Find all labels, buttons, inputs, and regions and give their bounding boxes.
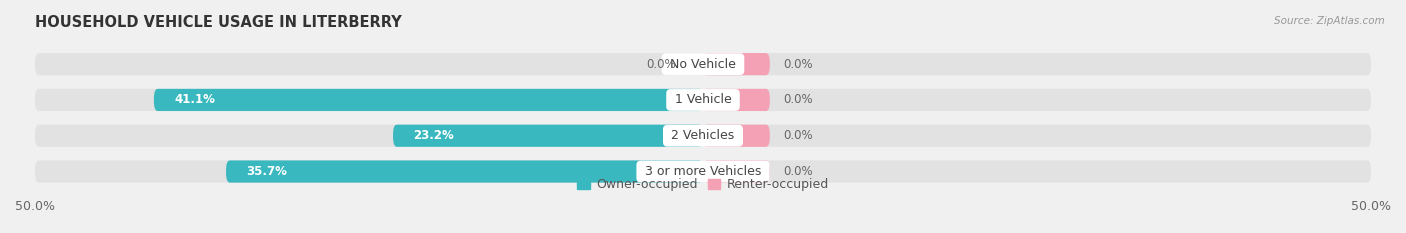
Text: 0.0%: 0.0% xyxy=(783,58,813,71)
Text: HOUSEHOLD VEHICLE USAGE IN LITERBERRY: HOUSEHOLD VEHICLE USAGE IN LITERBERRY xyxy=(35,15,402,30)
Text: 3 or more Vehicles: 3 or more Vehicles xyxy=(641,165,765,178)
FancyBboxPatch shape xyxy=(703,89,770,111)
Legend: Owner-occupied, Renter-occupied: Owner-occupied, Renter-occupied xyxy=(572,173,834,196)
FancyBboxPatch shape xyxy=(35,89,1371,111)
Text: 0.0%: 0.0% xyxy=(783,129,813,142)
FancyBboxPatch shape xyxy=(703,53,770,75)
Text: 1 Vehicle: 1 Vehicle xyxy=(671,93,735,106)
Text: 41.1%: 41.1% xyxy=(174,93,215,106)
FancyBboxPatch shape xyxy=(703,125,770,147)
FancyBboxPatch shape xyxy=(703,161,770,183)
Text: Source: ZipAtlas.com: Source: ZipAtlas.com xyxy=(1274,16,1385,26)
FancyBboxPatch shape xyxy=(394,125,703,147)
Text: 0.0%: 0.0% xyxy=(647,58,676,71)
FancyBboxPatch shape xyxy=(226,161,703,183)
FancyBboxPatch shape xyxy=(153,89,703,111)
Text: No Vehicle: No Vehicle xyxy=(666,58,740,71)
Text: 35.7%: 35.7% xyxy=(246,165,287,178)
FancyBboxPatch shape xyxy=(35,161,1371,183)
FancyBboxPatch shape xyxy=(35,53,1371,75)
Text: 0.0%: 0.0% xyxy=(783,165,813,178)
Text: 0.0%: 0.0% xyxy=(783,93,813,106)
FancyBboxPatch shape xyxy=(35,125,1371,147)
Text: 2 Vehicles: 2 Vehicles xyxy=(668,129,738,142)
Text: 23.2%: 23.2% xyxy=(413,129,454,142)
